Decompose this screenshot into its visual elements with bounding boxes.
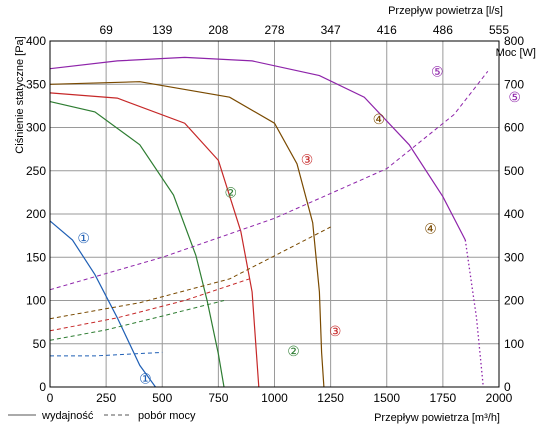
y-tick-label-left: 250 <box>26 164 46 178</box>
pressure-label-4: ④ <box>373 111 386 127</box>
y-axis-ticks-w: 0 100 200 300 400 500 600 700 800 <box>504 34 524 394</box>
y-tick-label-right: 700 <box>504 77 524 91</box>
power-label-5: ⑤ <box>508 89 521 105</box>
x-axis-ticks-ls: 69 139 208 278 347 416 486 555 <box>99 23 509 37</box>
legend-dashed-label: pobór mocy <box>138 410 196 422</box>
legend-solid-label: wydajność <box>41 410 94 422</box>
power-label-3: ③ <box>329 323 342 339</box>
y-tick-label-left: 200 <box>26 207 46 221</box>
x-top-tick-label: 486 <box>433 23 453 37</box>
y-tick-label-right: 100 <box>504 337 524 351</box>
y-tick-label-left: 100 <box>26 294 46 308</box>
x-tick-label: 500 <box>152 391 172 405</box>
y-tick-label-left: 50 <box>33 337 47 351</box>
pressure-curve-4 <box>49 81 325 388</box>
y-tick-label-left: 0 <box>39 380 46 394</box>
power-curve-5 <box>49 70 489 291</box>
power-curve-1 <box>50 351 163 357</box>
y-tick-label-right: 500 <box>504 164 524 178</box>
y-tick-label-right: 200 <box>504 294 524 308</box>
x-tick-label: 1000 <box>261 391 288 405</box>
x-tick-label: 1750 <box>430 391 457 405</box>
pressure-curve-5 <box>49 56 466 241</box>
pressure-curve-tail-5 <box>464 239 484 388</box>
x-axis-title-bottom: Przepływ powietrza [m³/h] <box>374 412 500 424</box>
x-tick-label: 0 <box>47 391 54 405</box>
x-top-tick-label: 278 <box>264 23 284 37</box>
pressure-label-3: ③ <box>301 152 314 168</box>
y-tick-label-left: 300 <box>26 121 46 135</box>
pressure-label-5: ⑤ <box>431 63 444 79</box>
y-axis-ticks-pa: 0 50 100 150 200 250 300 350 400 <box>26 34 46 394</box>
y-tick-label-right: 600 <box>504 121 524 135</box>
power-label-2: ② <box>287 343 300 359</box>
x-tick-label: 1500 <box>373 391 400 405</box>
performance-curves <box>49 56 489 388</box>
x-tick-label: 1250 <box>317 391 344 405</box>
power-curve-3 <box>49 277 253 332</box>
x-tick-label: 250 <box>96 391 116 405</box>
x-top-tick-label: 208 <box>208 23 228 37</box>
pressure-curve-2 <box>49 101 225 388</box>
pressure-curve-1 <box>49 220 156 388</box>
curve-labels: ① ① ② ② ③ ③ ④ ④ ⑤ ⑤ <box>77 63 521 386</box>
y-tick-label-right: 800 <box>504 34 524 48</box>
y-tick-label-right: 0 <box>504 380 511 394</box>
y-tick-label-left: 400 <box>26 34 46 48</box>
pressure-label-1: ① <box>77 230 90 246</box>
power-label-1: ① <box>139 370 152 386</box>
x-top-tick-label: 416 <box>377 23 397 37</box>
x-tick-label: 2000 <box>486 391 513 405</box>
power-curve-4 <box>49 226 331 320</box>
y-axis-title-left: Ciśnienie statyczne [Pa] <box>14 36 26 153</box>
power-curve-2 <box>49 300 225 341</box>
y-tick-label-right: 400 <box>504 207 524 221</box>
x-top-tick-label: 139 <box>152 23 172 37</box>
pressure-curve-3 <box>49 92 260 388</box>
x-axis-title-top: Przepływ powietrza [l/s] <box>388 5 503 17</box>
plot-frame <box>49 40 500 388</box>
pressure-label-2: ② <box>224 184 237 200</box>
power-label-4: ④ <box>424 221 437 237</box>
y-axis-title-right: Moc [W] <box>496 47 536 59</box>
x-tick-label: 750 <box>208 391 228 405</box>
x-top-tick-label: 347 <box>321 23 341 37</box>
x-top-tick-label: 69 <box>99 23 113 37</box>
grid-lines <box>50 41 499 387</box>
y-tick-label-left: 150 <box>26 250 46 264</box>
x-axis-ticks-m3h: 0 250 500 750 1000 1250 1500 1750 2000 <box>47 391 513 405</box>
x-top-tick-label: 555 <box>489 23 509 37</box>
y-tick-label-left: 350 <box>26 77 46 91</box>
y-tick-label-right: 300 <box>504 250 524 264</box>
legend: wydajność pobór mocy <box>8 410 196 422</box>
